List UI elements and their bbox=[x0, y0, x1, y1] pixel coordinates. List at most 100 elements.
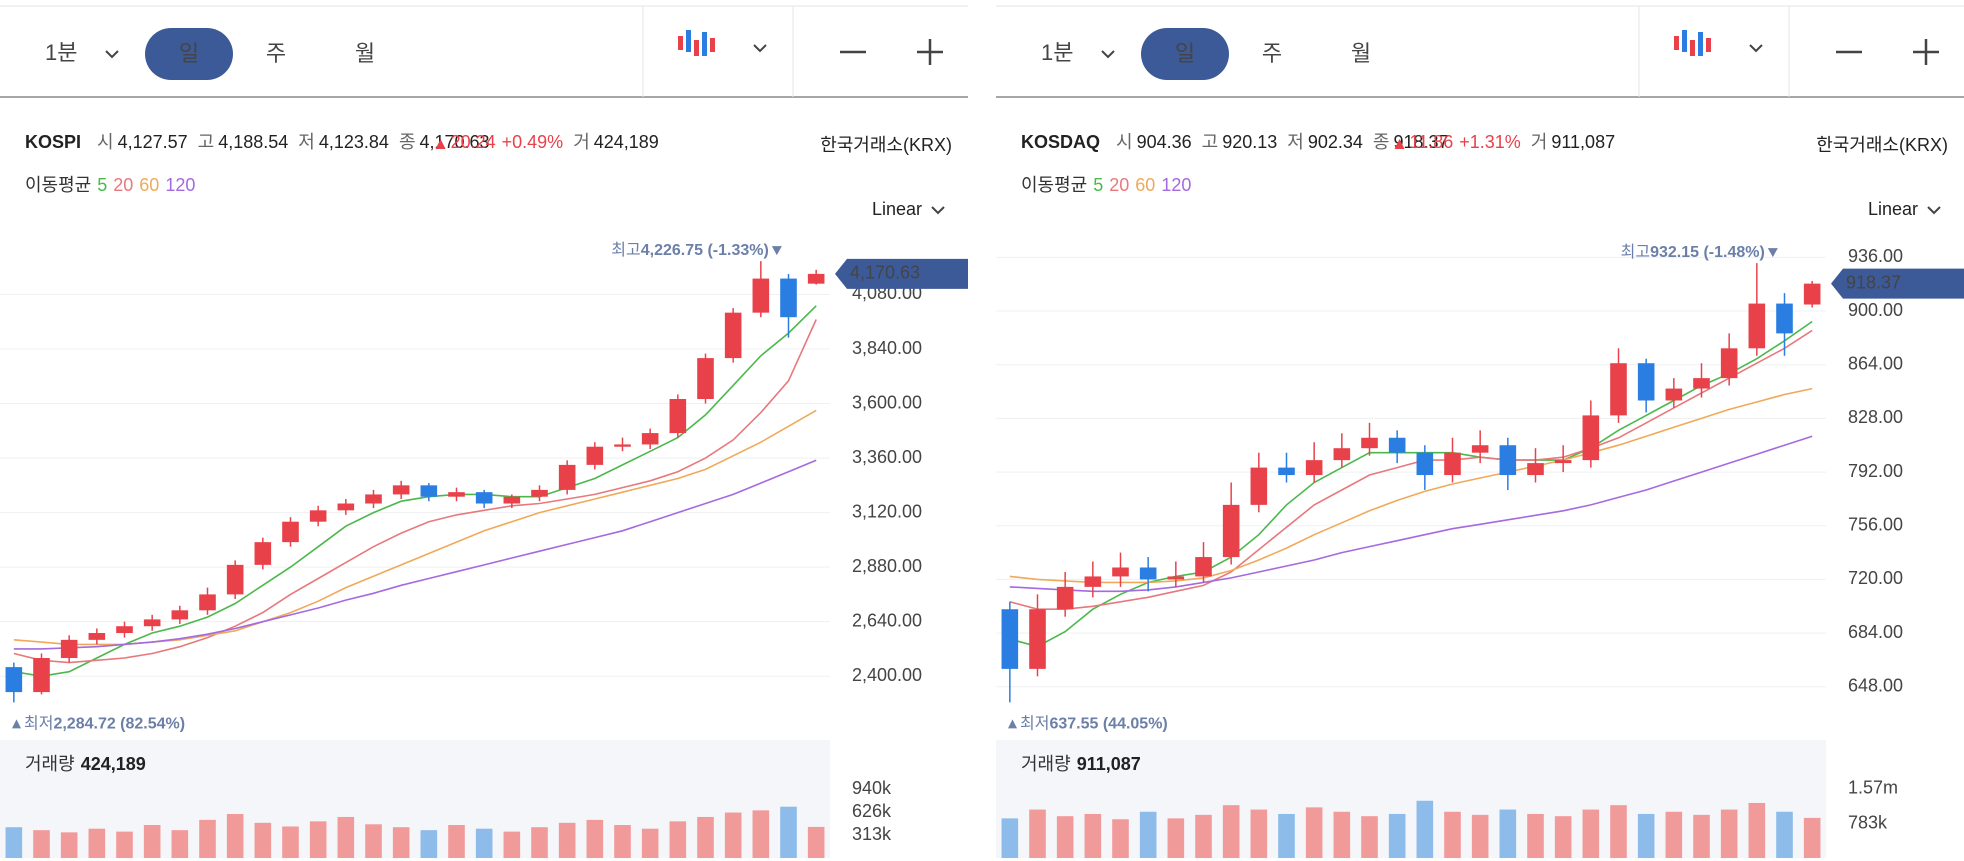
candle-body bbox=[1222, 504, 1240, 558]
volume-background bbox=[0, 740, 830, 858]
period-tab[interactable]: 주 bbox=[266, 41, 286, 66]
volume-bar bbox=[558, 822, 576, 858]
volume-title: 거래량 424,189 bbox=[25, 754, 146, 774]
quote-value: 918.37 bbox=[1393, 132, 1448, 152]
candle-body bbox=[337, 503, 355, 511]
up-triangle-icon bbox=[1394, 139, 1405, 149]
volume-bar bbox=[1001, 818, 1019, 858]
price-tag bbox=[1831, 268, 1964, 299]
quote-label: 저 bbox=[1287, 132, 1304, 152]
y-tick-label: 2,640.00 bbox=[852, 610, 922, 630]
candle-body bbox=[586, 446, 604, 465]
candle-body bbox=[1665, 388, 1683, 401]
chart-type-button[interactable] bbox=[678, 30, 715, 56]
volume-bar bbox=[1527, 813, 1544, 858]
chevron-icon bbox=[105, 50, 119, 59]
candle-body bbox=[365, 494, 382, 504]
y-tick-label: 648.00 bbox=[1848, 676, 1903, 696]
candle-body bbox=[1527, 463, 1544, 476]
up-triangle-icon bbox=[1008, 719, 1017, 729]
candle-body bbox=[88, 633, 106, 640]
volume-bar bbox=[1416, 800, 1434, 858]
volume-bar bbox=[614, 825, 631, 858]
volume-bar bbox=[669, 821, 687, 858]
volume-total: 424,189 bbox=[81, 754, 146, 774]
period-tab[interactable]: 일 bbox=[179, 41, 199, 66]
scale-select[interactable]: Linear bbox=[872, 199, 922, 219]
interval-select[interactable]: 1분 bbox=[45, 40, 77, 65]
candle-body bbox=[1167, 576, 1185, 580]
candle-body bbox=[641, 433, 659, 445]
volume-tick-label: 783k bbox=[1848, 812, 1888, 832]
quote-value: 902.34 bbox=[1308, 132, 1363, 152]
y-tick-label: 864.00 bbox=[1848, 353, 1903, 373]
volume-bar bbox=[254, 822, 272, 858]
volume-bar bbox=[1748, 802, 1766, 858]
period-tab[interactable]: 주 bbox=[1262, 41, 1282, 66]
max-value: 932.15 (-1.48%) bbox=[1650, 244, 1765, 261]
volume-bar bbox=[752, 810, 770, 858]
volume-bar bbox=[1665, 811, 1683, 858]
quote-value: 4,188.54 bbox=[218, 132, 288, 152]
ma-label: 이동평균 bbox=[25, 175, 91, 195]
zoom-in-button[interactable] bbox=[917, 39, 943, 65]
volume-bar bbox=[724, 812, 742, 858]
volume-title: 거래량 911,087 bbox=[1021, 754, 1141, 774]
min-value: 2,284.72 (82.54%) bbox=[53, 716, 185, 733]
active-tab-pill bbox=[145, 28, 233, 80]
ma-legend: 이동평균 5 20 60 120 bbox=[1021, 175, 1191, 195]
volume-bar bbox=[1610, 805, 1627, 858]
candle-body bbox=[5, 667, 23, 693]
legend-entry: 120 bbox=[1161, 175, 1191, 195]
y-tick-label: 3,360.00 bbox=[852, 447, 922, 467]
max-annotation: 최고4,226.75 (-1.33%) bbox=[611, 241, 769, 259]
candle-body bbox=[33, 658, 50, 693]
candle-body bbox=[1388, 437, 1406, 453]
volume-bar bbox=[226, 814, 244, 858]
period-tab[interactable]: 월 bbox=[355, 41, 375, 66]
volume-bar bbox=[1333, 811, 1351, 858]
scale-select[interactable]: Linear bbox=[1868, 199, 1918, 219]
volume-bar bbox=[199, 819, 216, 858]
y-tick-label: 2,880.00 bbox=[852, 556, 922, 576]
volume-bar bbox=[1554, 816, 1572, 858]
symbol: KOSPI bbox=[25, 132, 81, 152]
volume-bar bbox=[697, 816, 714, 858]
change-percent: +0.49% bbox=[502, 132, 564, 152]
quote-label: 고 bbox=[1202, 132, 1219, 152]
candle-body bbox=[1195, 557, 1212, 577]
period-tab[interactable]: 월 bbox=[1351, 41, 1371, 66]
volume-bar bbox=[1693, 814, 1710, 858]
candle-body bbox=[475, 492, 493, 504]
y-tick-label: 684.00 bbox=[1848, 622, 1903, 642]
candle-body bbox=[614, 444, 631, 447]
candle-body bbox=[1803, 283, 1821, 305]
y-tick-label: 756.00 bbox=[1848, 514, 1903, 534]
quote-value: 4,127.57 bbox=[118, 132, 188, 152]
period-tab[interactable]: 일 bbox=[1175, 41, 1195, 66]
min-title: 최저 bbox=[24, 715, 53, 733]
volume-bar bbox=[171, 830, 189, 858]
candle-body bbox=[1278, 467, 1295, 476]
candle-body bbox=[558, 464, 576, 490]
panel: 1분 일 주 월 KOSPI 시 4,127.57 고 4,188.54 저 4,123.84 종 4,… bbox=[0, 5, 968, 858]
quote-line: KOSDAQ 시 904.36 고 920.13 저 902.34 종 918.37 bbox=[1021, 132, 1449, 152]
volume-bar bbox=[1776, 811, 1793, 858]
chart-type-icon bbox=[1674, 36, 1679, 50]
zoom-in-button[interactable] bbox=[1913, 39, 1939, 65]
candle-body bbox=[1305, 460, 1323, 476]
candle-body bbox=[282, 521, 299, 543]
volume-bar bbox=[1637, 813, 1655, 858]
chart-type-button[interactable] bbox=[1674, 30, 1711, 56]
volume-bar bbox=[365, 824, 382, 858]
moving-average-line bbox=[1009, 387, 1813, 584]
candle-body bbox=[1029, 609, 1046, 669]
volume-bar bbox=[420, 830, 438, 858]
interval-select[interactable]: 1분 bbox=[1041, 40, 1073, 65]
down-triangle-icon bbox=[1767, 248, 1778, 258]
quote-label: 종 bbox=[399, 132, 416, 152]
legend-entry: 20 bbox=[1109, 175, 1129, 195]
quote-line: KOSPI 시 4,127.57 고 4,188.54 저 4,123.84 종 4,170.6… bbox=[25, 132, 490, 152]
volume-bar bbox=[1305, 807, 1323, 858]
volume-tick-label: 940k bbox=[852, 778, 892, 798]
